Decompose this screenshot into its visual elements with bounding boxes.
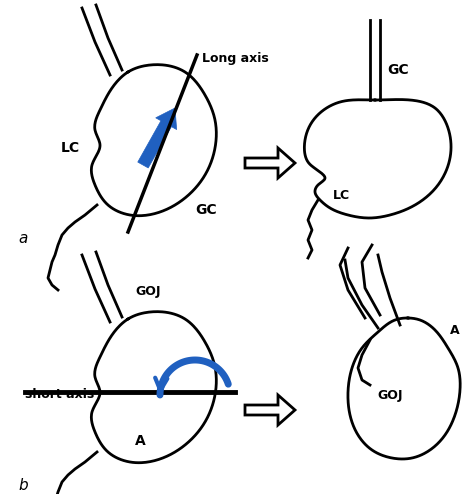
Polygon shape <box>245 148 295 178</box>
Polygon shape <box>138 108 177 168</box>
Text: LC: LC <box>61 141 80 155</box>
Text: A: A <box>450 324 460 336</box>
Text: a: a <box>18 231 27 246</box>
Text: GC: GC <box>195 203 217 217</box>
Text: short axis: short axis <box>25 388 94 402</box>
Text: A: A <box>135 434 146 448</box>
Text: b: b <box>18 478 27 493</box>
Polygon shape <box>245 395 295 425</box>
Text: LC: LC <box>333 189 350 202</box>
Text: GC: GC <box>387 63 409 77</box>
Text: GOJ: GOJ <box>135 285 161 298</box>
Text: GOJ: GOJ <box>377 388 403 402</box>
Text: Long axis: Long axis <box>202 51 269 65</box>
